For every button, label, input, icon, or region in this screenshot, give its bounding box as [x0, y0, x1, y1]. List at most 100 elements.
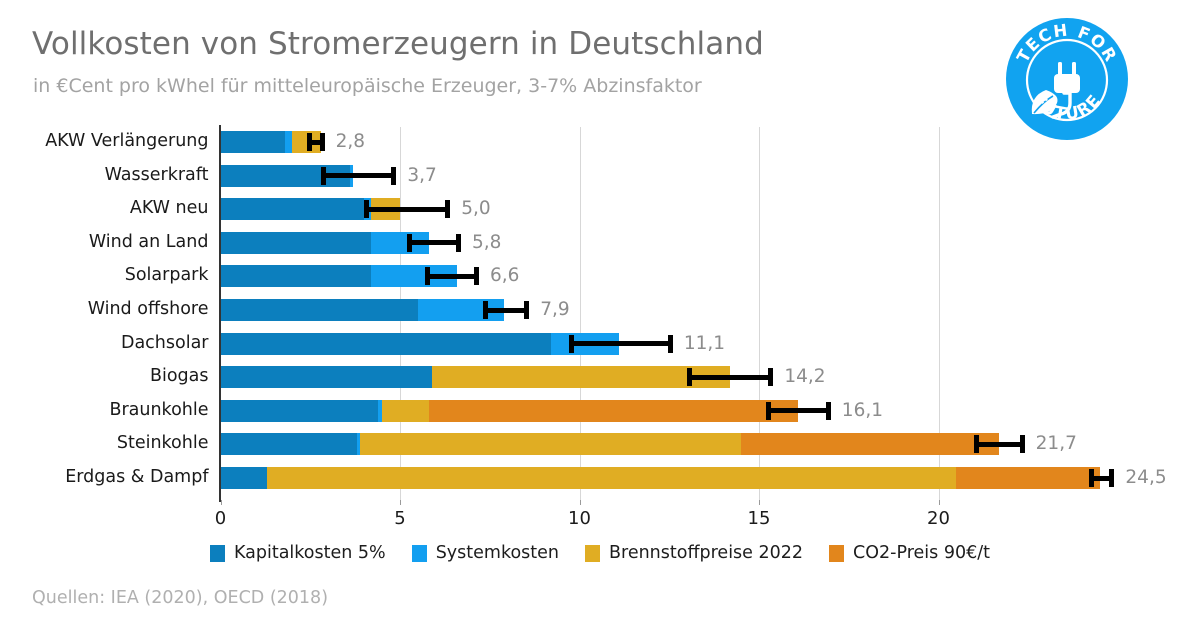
legend-item[interactable]: CO2-Preis 90€/t — [829, 543, 990, 563]
error-bar-cap — [306, 133, 312, 151]
error-bar-line — [364, 206, 451, 212]
page-subtitle: in €Cent pro kWhel für mitteleuropäische… — [33, 75, 702, 97]
legend-swatch — [411, 544, 427, 562]
gridline — [759, 127, 760, 500]
bar-segment — [220, 467, 268, 489]
axis-tick — [938, 500, 940, 505]
bar-segment — [220, 299, 418, 321]
error-bar-line — [568, 341, 673, 347]
value-label: 2,8 — [335, 131, 366, 152]
bar-segment — [220, 231, 372, 254]
axis-tick — [579, 500, 581, 505]
value-label: 3,7 — [407, 164, 437, 186]
legend-item[interactable]: Brennstoffpreise 2022 — [585, 543, 803, 563]
bar-9 — [220, 399, 799, 422]
axis-tick — [400, 500, 401, 505]
legend-label: Systemkosten — [435, 543, 559, 563]
category-label: Braunkohle — [109, 399, 209, 420]
gridline — [579, 127, 581, 500]
bar-segment — [432, 366, 731, 389]
value-label: 21,7 — [1035, 433, 1077, 455]
bar-segment — [356, 433, 361, 456]
error-bar-line — [425, 273, 479, 279]
legend-swatch — [209, 544, 225, 562]
bar-segment — [220, 265, 372, 288]
bar-segment — [292, 131, 321, 153]
error-bar-cap — [425, 267, 431, 286]
legend-item[interactable]: Systemkosten — [411, 543, 559, 563]
bar-segment — [220, 198, 365, 221]
bar-segment — [741, 433, 1000, 456]
axis-tick-label: 5 — [394, 508, 406, 529]
value-label: 11,1 — [683, 332, 726, 354]
error-bar-cap — [445, 200, 451, 219]
error-bar-cap — [407, 233, 413, 252]
error-bar-cap — [482, 301, 488, 319]
bar-7 — [220, 332, 619, 355]
axis-tick-label: 20 — [927, 508, 950, 529]
bar-segment — [285, 131, 293, 153]
category-label: Wind an Land — [88, 231, 209, 252]
legend-swatch — [585, 544, 600, 562]
bar-segment — [220, 164, 350, 187]
error-bar-cap — [766, 401, 772, 420]
value-label: 5,8 — [472, 231, 502, 253]
error-bar-cap — [1019, 435, 1025, 454]
bar-segment — [220, 332, 551, 355]
bar-segment — [428, 399, 799, 422]
category-label: AKW Verlängerung — [45, 131, 209, 151]
bar-10 — [220, 433, 1000, 456]
error-bar-line — [766, 408, 831, 414]
category-label: Dachsolar — [120, 332, 209, 353]
bar-1 — [220, 131, 321, 153]
value-label: 14,2 — [784, 366, 826, 388]
value-label: 16,1 — [841, 399, 883, 421]
logo-tech-for-future: TECH FOR FUTURE — [1006, 18, 1128, 140]
error-bar-cap — [687, 368, 693, 387]
error-bar-cap — [364, 200, 370, 219]
axis-tick-label: 10 — [568, 508, 591, 529]
value-label: 24,5 — [1125, 467, 1167, 488]
error-bar-cap — [321, 166, 327, 185]
bar-segment — [220, 399, 379, 422]
value-label: 7,9 — [540, 299, 570, 320]
error-bar-cap — [568, 334, 574, 353]
bar-4 — [220, 231, 429, 254]
category-label: AKW neu — [129, 198, 209, 219]
error-bar-cap — [1089, 469, 1095, 487]
page-title: Vollkosten von Stromerzeugern in Deutsch… — [32, 26, 764, 62]
bar-segment — [956, 467, 1101, 489]
error-bar-cap — [825, 401, 831, 420]
category-label: Biogas — [149, 366, 209, 387]
category-label: Solarpark — [124, 265, 209, 286]
error-bar-line — [321, 173, 397, 179]
bar-segment — [371, 265, 458, 288]
error-bar-line — [407, 240, 462, 246]
bar-11 — [220, 467, 1101, 489]
gridline — [938, 127, 940, 500]
axis-tick — [759, 500, 760, 505]
error-bar-line — [306, 139, 325, 145]
legend-label: CO2-Preis 90€/t — [853, 543, 991, 563]
value-label: 5,0 — [461, 198, 491, 220]
bar-8 — [220, 366, 731, 389]
error-bar-line — [687, 374, 774, 380]
error-bar-cap — [319, 133, 325, 151]
bar-5 — [220, 265, 458, 288]
bar-segment — [220, 433, 357, 456]
category-label: Steinkohle — [116, 433, 209, 454]
chart-legend: Kapitalkosten 5% Systemkosten Brennstoffpr… — [0, 541, 1200, 565]
bar-segment — [417, 299, 505, 321]
legend-item[interactable]: Kapitalkosten 5% — [209, 543, 386, 563]
error-bar-cap — [1109, 469, 1115, 487]
error-bar-cap — [473, 267, 479, 286]
axis-tick-label: 15 — [747, 508, 771, 529]
value-label: 6,6 — [489, 265, 520, 287]
category-label: Wind offshore — [87, 299, 209, 319]
bar-segment — [371, 231, 429, 254]
bar-segment — [220, 131, 286, 153]
y-axis-line — [219, 125, 221, 502]
bar-segment — [378, 399, 383, 422]
